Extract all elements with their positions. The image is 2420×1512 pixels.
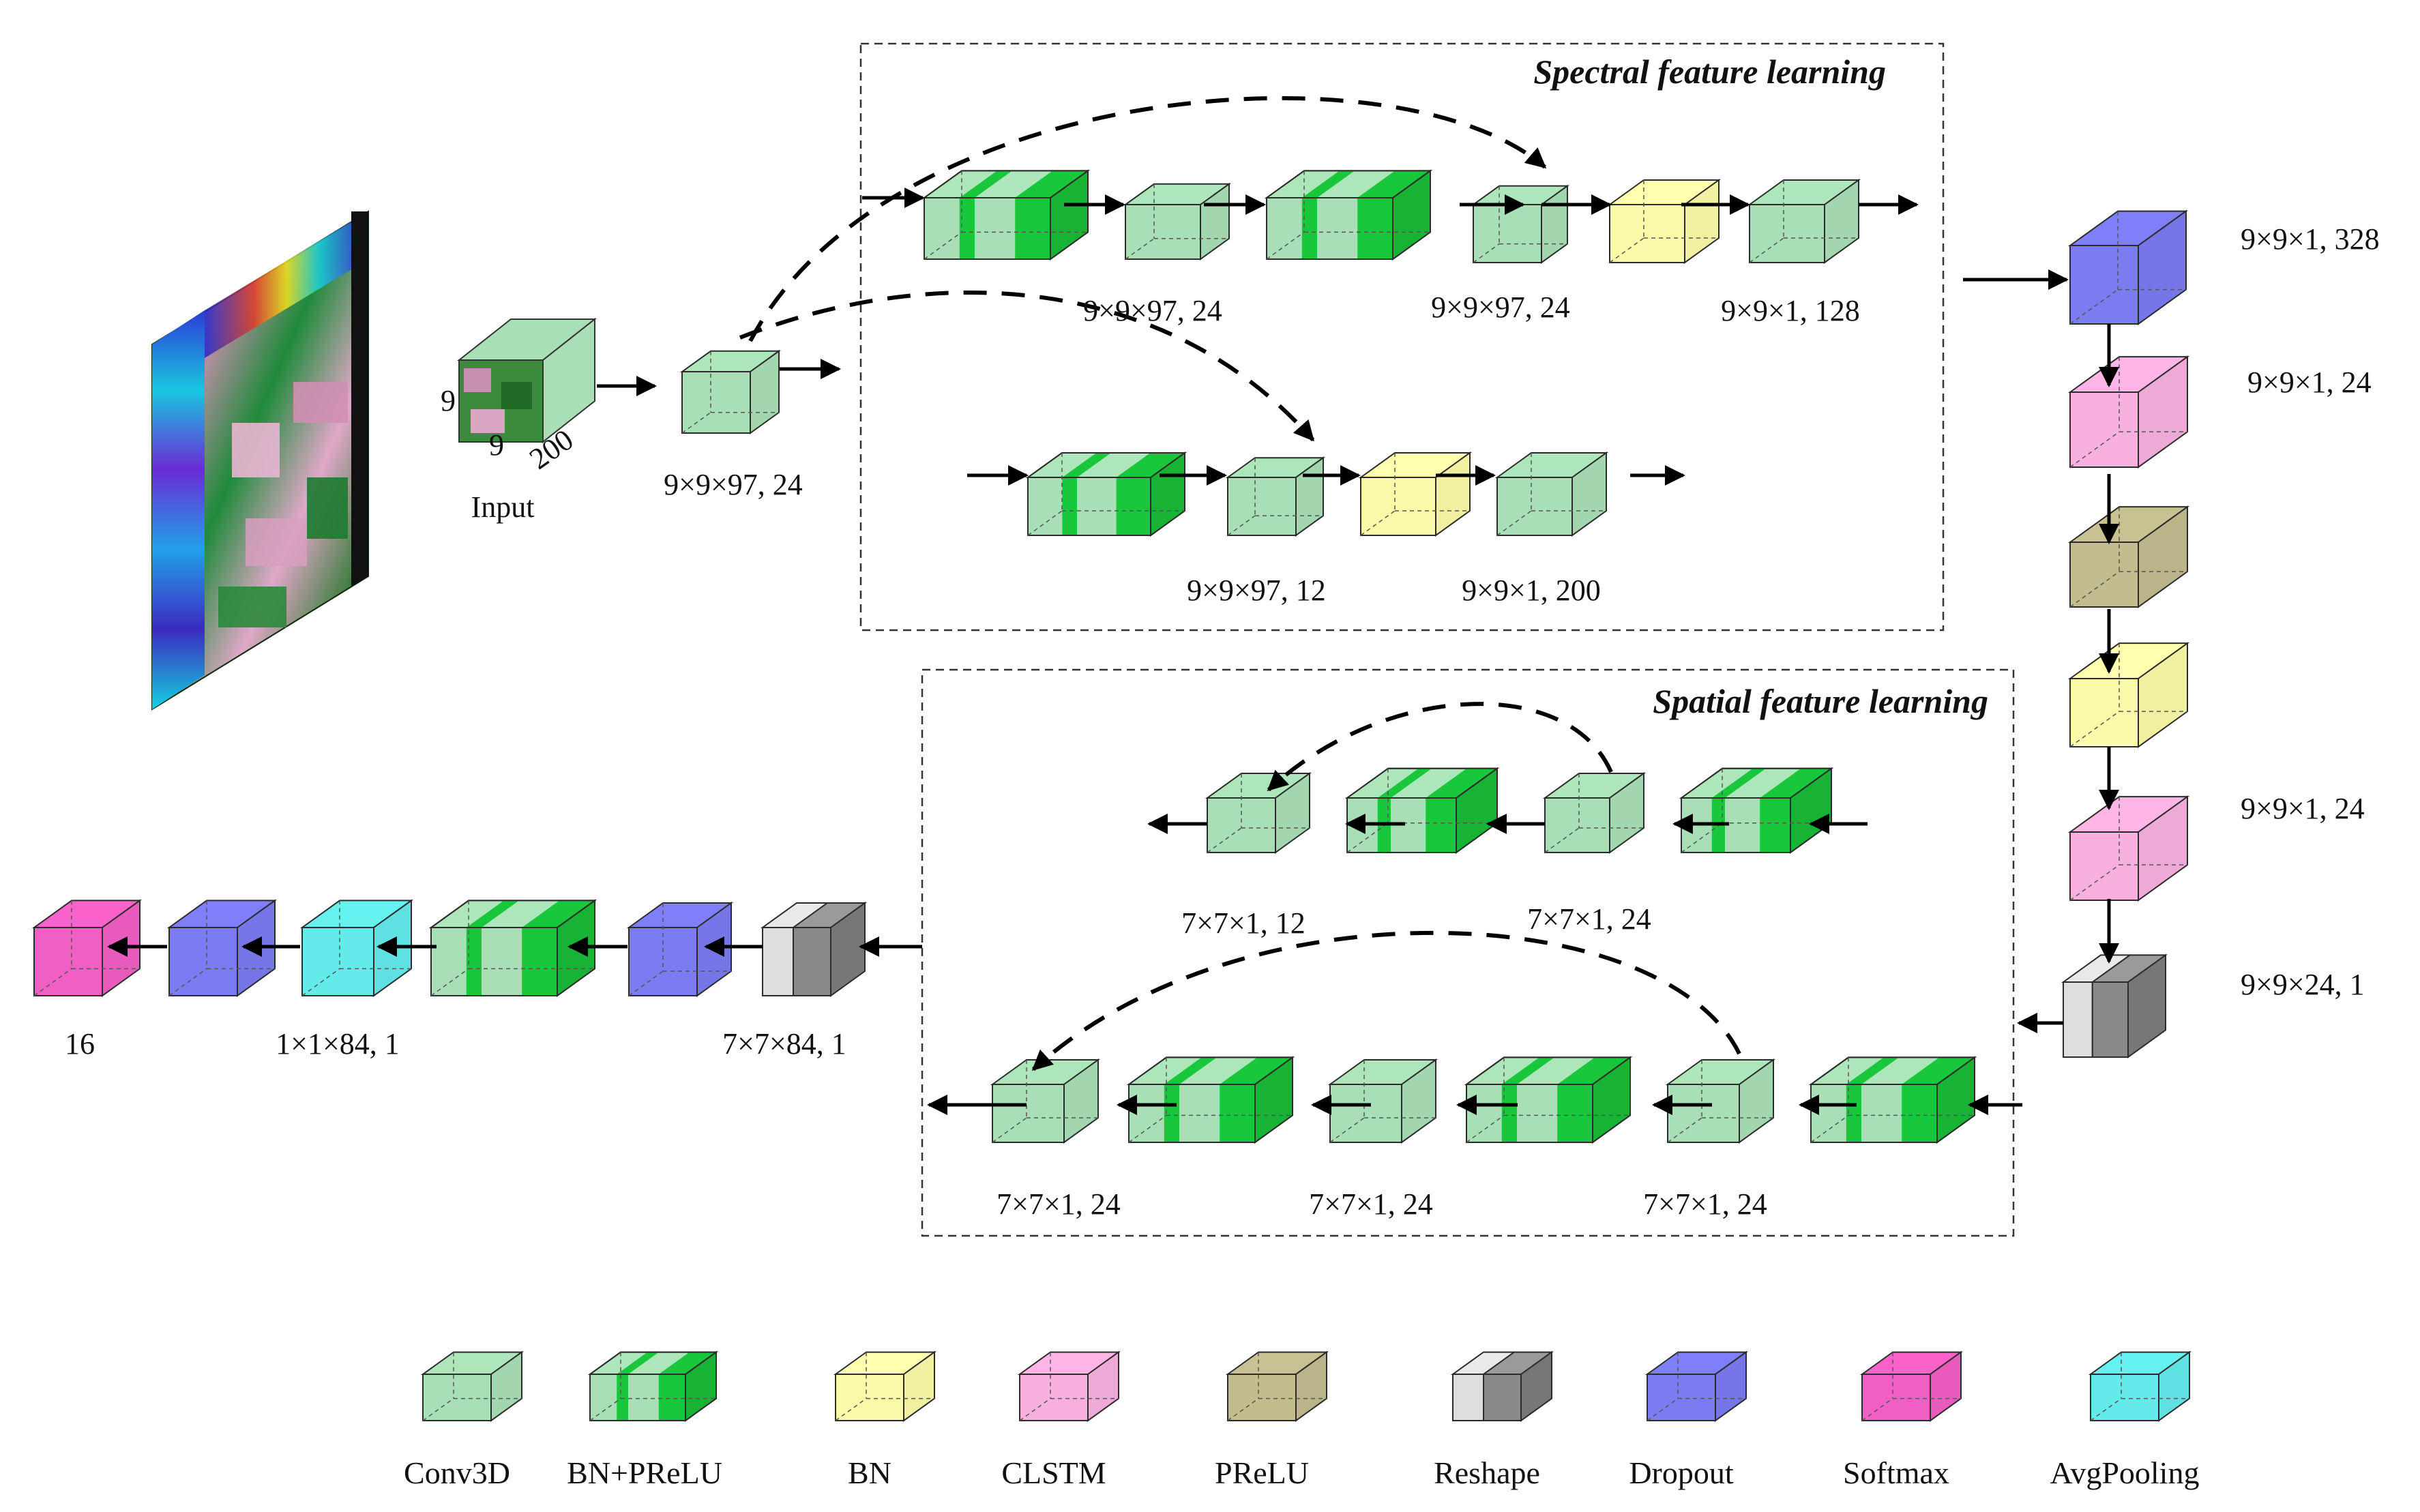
legend-swatch-softmax xyxy=(1859,1350,1964,1422)
label-spat-row2-b: 7×7×1, 24 xyxy=(1309,1187,1433,1221)
legend-item-bnprelu: BN+PReLU xyxy=(567,1350,722,1490)
block-spat1-bnprelu-1 xyxy=(1679,767,1834,854)
block-spec1-bnprelu-1 xyxy=(921,169,1091,261)
legend: Conv3D BN+PReLU BN CLSTM PReLU Reshape Dropout… xyxy=(404,1350,2200,1490)
spectral-title: Spectral feature learning xyxy=(1533,53,1886,91)
legend-label-reshape: Reshape xyxy=(1434,1455,1540,1490)
legend-item-bn: BN xyxy=(833,1350,937,1490)
block-bottom-dropout xyxy=(626,902,734,997)
block-bottom-bnprelu xyxy=(428,899,597,997)
block-first-conv xyxy=(679,349,782,434)
block-right-clstm-2 xyxy=(2067,795,2190,902)
input-dim-width: 9 xyxy=(489,428,504,462)
legend-item-softmax: Softmax xyxy=(1843,1350,1964,1490)
block-spec1-bn xyxy=(1607,179,1722,264)
block-right-dropout xyxy=(2067,209,2189,325)
legend-item-clstm: CLSTM xyxy=(1001,1350,1121,1490)
block-spec2-bnprelu xyxy=(1025,451,1187,537)
legend-item-avgpool: AvgPooling xyxy=(2050,1350,2200,1490)
block-spec1-conv-2 xyxy=(1471,184,1570,264)
legend-item-conv3d: Conv3D xyxy=(404,1350,525,1490)
block-spat2-bnprelu-2 xyxy=(1464,1056,1633,1144)
label-bottom-avgpool: 1×1×84, 1 xyxy=(276,1027,400,1061)
input-label: Input xyxy=(471,490,535,524)
label-first-conv: 9×9×97, 24 xyxy=(664,468,803,501)
block-spat2-bnprelu-3 xyxy=(1126,1056,1295,1144)
block-spat2-conv-1 xyxy=(1665,1058,1776,1144)
block-right-clstm-1 xyxy=(2067,355,2190,469)
skip-spectral-row2 xyxy=(739,291,1315,442)
block-right-bn xyxy=(2067,642,2190,748)
legend-swatch-bnprelu xyxy=(587,1350,719,1422)
label-spat-row1-a: 7×7×1, 12 xyxy=(1181,906,1305,940)
input-dim-height: 9 xyxy=(441,384,456,417)
block-spat2-conv-3 xyxy=(990,1058,1101,1144)
block-spec2-conv-1 xyxy=(1225,456,1326,537)
skip-spatial-row1 xyxy=(1267,702,1613,792)
label-spat-row2-a: 7×7×1, 24 xyxy=(997,1187,1121,1221)
legend-swatch-prelu xyxy=(1225,1350,1329,1422)
legend-label-softmax: Softmax xyxy=(1843,1455,1949,1490)
legend-item-prelu: PReLU xyxy=(1215,1350,1329,1490)
connection-arrows xyxy=(107,188,2119,1115)
label-output: 16 xyxy=(65,1027,95,1061)
block-spat1-conv-1 xyxy=(1542,772,1647,854)
hyperspectral-image xyxy=(151,210,369,711)
legend-swatch-reshape xyxy=(1450,1350,1554,1422)
label-spat-row2-c: 7×7×1, 24 xyxy=(1643,1187,1767,1221)
spatial-title: Spatial feature learning xyxy=(1653,682,1988,720)
skip-spatial-row2 xyxy=(1031,930,1741,1071)
legend-label-conv3d: Conv3D xyxy=(404,1455,510,1490)
spectral-group-box xyxy=(859,42,1945,632)
block-spec1-conv-3 xyxy=(1747,179,1861,264)
legend-item-reshape: Reshape xyxy=(1434,1350,1554,1490)
label-spat-row1-b: 7×7×1, 24 xyxy=(1527,902,1651,936)
label-spec-row2-a: 9×9×97, 12 xyxy=(1187,574,1326,607)
block-right-reshape xyxy=(2061,953,2168,1058)
legend-label-avgpool: AvgPooling xyxy=(2050,1455,2200,1490)
label-spec-row2-b: 9×9×1, 200 xyxy=(1462,574,1601,607)
legend-item-dropout: Dropout xyxy=(1629,1350,1749,1490)
legend-swatch-clstm xyxy=(1017,1350,1121,1422)
legend-label-bn: BN xyxy=(848,1455,891,1490)
label-right-dropout: 9×9×1, 328 xyxy=(2241,222,2380,256)
block-bottom-reshape xyxy=(760,902,868,997)
spatial-group-box xyxy=(921,668,2015,1237)
block-bottom-avgpool xyxy=(299,899,414,997)
label-right-reshape: 9×9×24, 1 xyxy=(2241,968,2365,1001)
legend-swatch-bn xyxy=(833,1350,937,1422)
label-spec-row1-a: 9×9×97, 24 xyxy=(1083,294,1222,327)
layer-blocks xyxy=(31,169,2190,1144)
legend-swatch-dropout xyxy=(1644,1350,1749,1422)
block-spec1-bnprelu-2 xyxy=(1264,169,1433,261)
legend-swatch-conv3d xyxy=(420,1350,525,1422)
label-spec-row1-b: 9×9×97, 24 xyxy=(1431,291,1570,324)
legend-label-clstm: CLSTM xyxy=(1001,1455,1106,1490)
label-spec-row1-c: 9×9×1, 128 xyxy=(1721,294,1860,327)
block-spec1-conv-1 xyxy=(1123,182,1232,261)
block-spat1-conv-2 xyxy=(1205,772,1312,854)
input-patch-cube: 9 9 200 Input xyxy=(441,317,597,524)
block-spat2-bnprelu-1 xyxy=(1808,1056,1977,1144)
block-spat1-bnprelu-2 xyxy=(1344,767,1500,854)
legend-label-bnprelu: BN+PReLU xyxy=(567,1455,722,1490)
label-right-clstm2: 9×9×1, 24 xyxy=(2241,792,2365,825)
block-spat2-conv-2 xyxy=(1327,1058,1438,1144)
block-spec2-conv-2 xyxy=(1494,451,1609,537)
legend-swatch-avgpool xyxy=(2088,1350,2192,1422)
skip-connections xyxy=(739,95,1741,1071)
legend-label-dropout: Dropout xyxy=(1629,1455,1734,1490)
label-right-clstm1: 9×9×1, 24 xyxy=(2247,366,2372,399)
layer-labels: 9×9×97, 24 9×9×97, 24 9×9×97, 24 9×9×1, … xyxy=(65,222,2380,1221)
skip-spectral-row1 xyxy=(748,95,1547,342)
label-bottom-reshape: 7×7×84, 1 xyxy=(722,1027,846,1061)
legend-label-prelu: PReLU xyxy=(1215,1455,1309,1490)
block-spec2-bn xyxy=(1358,451,1473,537)
block-right-prelu xyxy=(2067,505,2190,608)
